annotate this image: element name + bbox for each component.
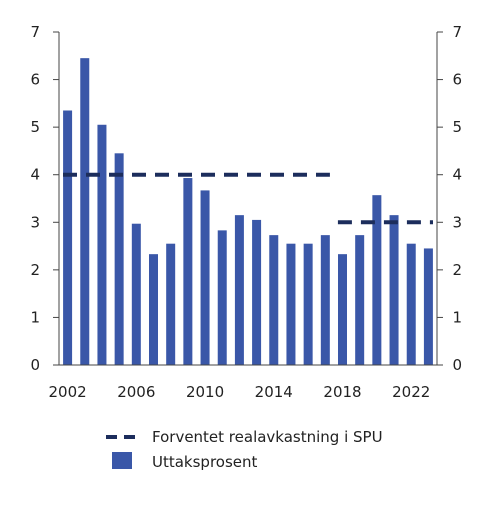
x-tick-label: 2002 — [48, 383, 86, 401]
right-y-tick-label: 0 — [452, 356, 462, 374]
right-y-tick-label: 4 — [452, 166, 462, 184]
bar — [389, 215, 399, 365]
legend-swatch-withdrawal-rate — [112, 452, 132, 469]
bar — [63, 110, 73, 366]
left-y-tick-label: 4 — [30, 166, 40, 184]
bar — [303, 243, 313, 365]
bar — [217, 230, 227, 365]
x-tick-label: 2006 — [117, 383, 155, 401]
left-y-tick-label: 3 — [30, 213, 40, 231]
bar — [320, 235, 330, 365]
left-y-tick-label: 0 — [30, 356, 40, 374]
x-tick-label: 2018 — [323, 383, 361, 401]
bar — [97, 124, 107, 365]
x-axis-labels: 2002 2006 2010 2014 2018 2022 — [48, 383, 430, 401]
legend-label-expected-return: Forventet realavkastning i SPU — [152, 428, 383, 446]
bar — [423, 248, 433, 365]
right-y-tick-label: 2 — [452, 261, 462, 279]
left-y-tick-label: 6 — [30, 71, 40, 89]
bar — [149, 254, 158, 365]
left-y-axis-labels: 0 1 2 3 4 5 6 7 — [30, 23, 40, 374]
left-y-tick-label: 1 — [30, 308, 40, 326]
right-y-tick-label: 5 — [452, 118, 462, 136]
left-y-tick-label: 7 — [30, 23, 40, 41]
right-y-tick-label: 7 — [452, 23, 462, 41]
x-tick-label: 2010 — [186, 383, 224, 401]
bar — [183, 178, 193, 365]
right-y-tick-label: 6 — [452, 71, 462, 89]
right-y-axis-labels: 0 1 2 3 4 5 6 7 — [452, 23, 462, 374]
left-y-axis-ticks — [53, 31, 59, 366]
bar — [80, 58, 90, 365]
bar — [234, 215, 244, 365]
bar — [269, 235, 279, 365]
bar — [114, 153, 124, 365]
bar — [131, 223, 141, 365]
x-tick-label: 2014 — [255, 383, 293, 401]
dashed-line-series — [63, 172, 433, 225]
bar — [166, 243, 176, 365]
bar — [200, 190, 210, 365]
left-y-tick-label: 5 — [30, 118, 40, 136]
legend: Forventet realavkastning i SPU Uttakspro… — [106, 428, 383, 471]
x-tick-label: 2022 — [392, 383, 430, 401]
bar — [286, 243, 296, 365]
bar — [252, 219, 262, 365]
bar-series — [63, 58, 433, 366]
bar — [355, 235, 365, 365]
right-y-tick-label: 1 — [452, 308, 462, 326]
bar — [372, 195, 382, 365]
right-y-axis-ticks — [437, 31, 443, 366]
bar — [406, 243, 416, 365]
legend-label-withdrawal-rate: Uttaksprosent — [152, 453, 258, 471]
right-y-tick-label: 3 — [452, 213, 462, 231]
left-y-tick-label: 2 — [30, 261, 40, 279]
bar — [338, 254, 347, 365]
